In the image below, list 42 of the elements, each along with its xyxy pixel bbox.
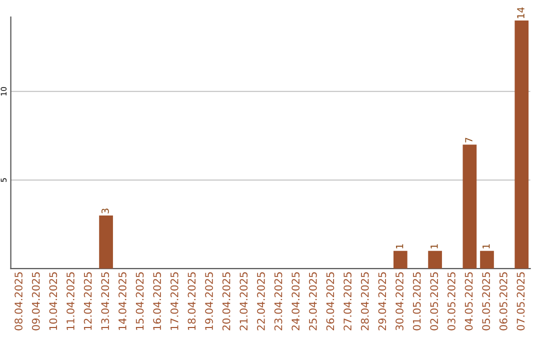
x-tick-label: 02.05.2025 <box>430 272 438 330</box>
x-tick-label: 09.04.2025 <box>32 272 40 330</box>
x-tick-label: 17.04.2025 <box>170 272 178 330</box>
bar <box>428 250 442 269</box>
x-tick-label: 19.04.2025 <box>205 272 213 330</box>
x-tick-label: 23.04.2025 <box>274 272 282 330</box>
x-tick-label: 05.05.2025 <box>482 272 490 330</box>
data-label: 7 <box>465 138 472 142</box>
x-tick-label: 07.05.2025 <box>516 272 525 330</box>
x-tick-label: 13.04.2025 <box>101 272 110 330</box>
x-tick-label: 26.04.2025 <box>326 272 334 330</box>
data-label: 14 <box>517 7 524 18</box>
x-tick-label: 01.05.2025 <box>412 272 421 330</box>
data-label: 1 <box>482 244 490 248</box>
x-tick-label: 15.04.2025 <box>136 272 144 330</box>
x-tick-label: 27.04.2025 <box>344 272 352 330</box>
x-tick-label: 12.04.2025 <box>84 272 92 330</box>
x-tick-label: 10.04.2025 <box>49 272 58 330</box>
x-tick-label: 30.04.2025 <box>396 272 404 330</box>
x-tick-label: 11.04.2025 <box>66 272 74 330</box>
x-tick-label: 25.04.2025 <box>308 272 317 330</box>
x-tick-label: 06.05.2025 <box>499 272 508 330</box>
bar <box>514 20 529 269</box>
x-tick-label: 04.05.2025 <box>464 272 473 330</box>
bar <box>99 215 113 269</box>
x-tick-label: 14.04.2025 <box>118 272 126 330</box>
x-tick-label: 28.04.2025 <box>360 272 369 330</box>
x-tick-label: 18.04.2025 <box>188 272 196 330</box>
bar <box>462 144 477 269</box>
x-tick-label: 21.04.2025 <box>240 272 248 330</box>
x-tick-label: 20.04.2025 <box>222 272 230 330</box>
data-label: 3 <box>102 208 109 214</box>
x-tick-label: 03.05.2025 <box>448 272 456 330</box>
data-label: 1 <box>430 244 438 248</box>
x-tick-label: 16.04.2025 <box>153 272 162 330</box>
x-tick-label: 24.04.2025 <box>292 272 300 330</box>
bar <box>480 250 494 269</box>
bar <box>393 250 408 269</box>
x-tick-label: 08.04.2025 <box>14 272 22 330</box>
data-label: 1 <box>396 244 404 248</box>
x-tick-label: 29.04.2025 <box>378 272 386 330</box>
x-tick-label: 22.04.2025 <box>257 272 265 330</box>
